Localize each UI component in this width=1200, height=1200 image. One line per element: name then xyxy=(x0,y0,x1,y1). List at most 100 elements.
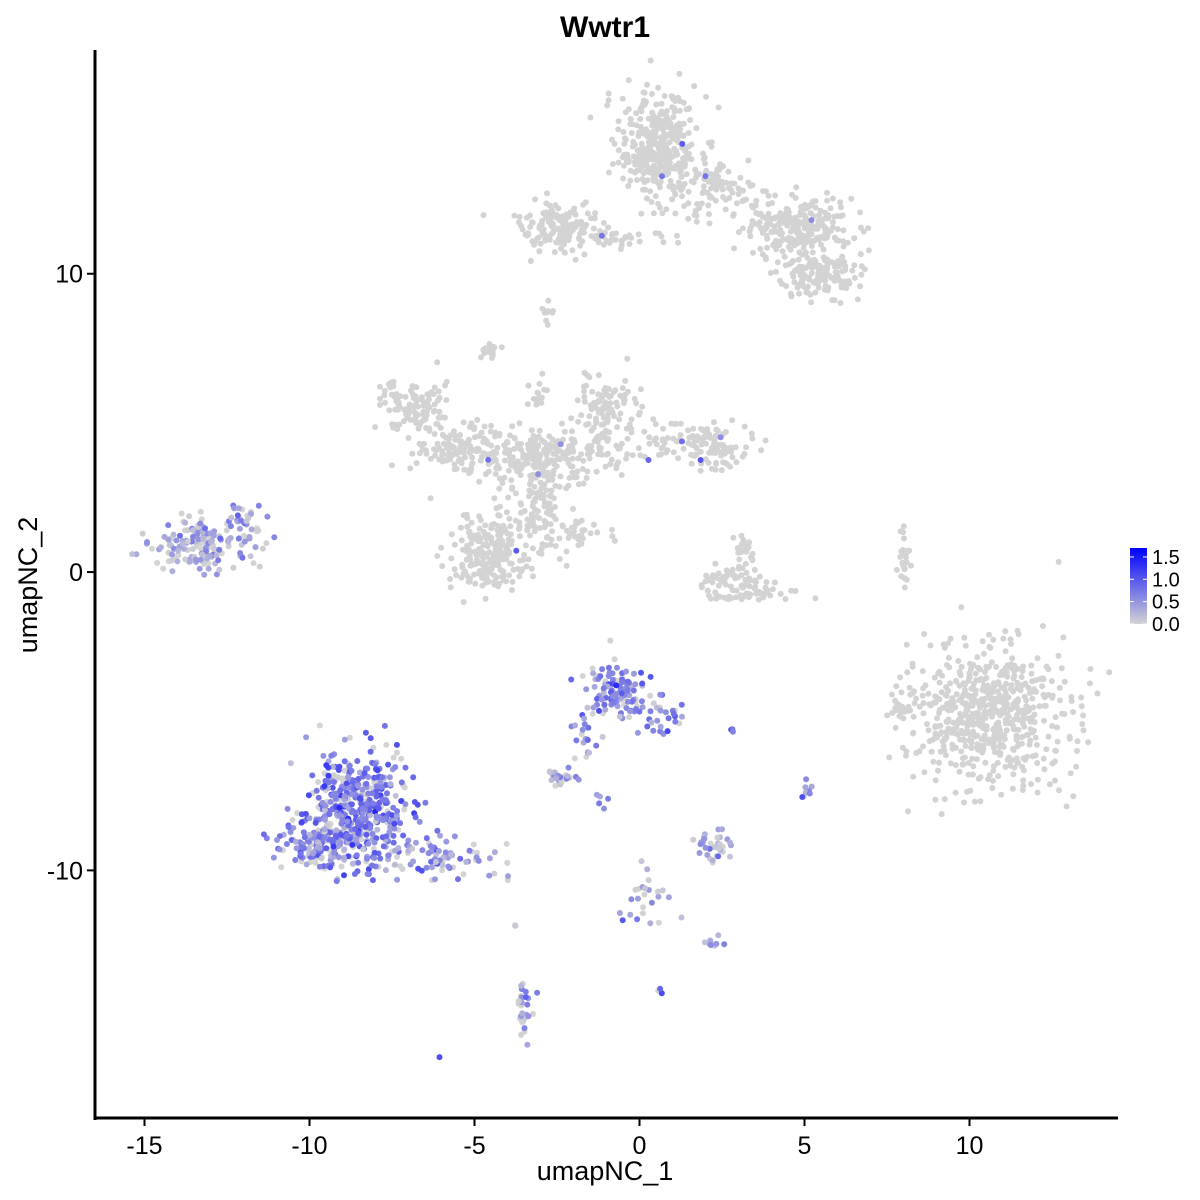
cell-point xyxy=(785,219,792,226)
cell-point xyxy=(911,700,918,707)
cell-point xyxy=(255,502,262,509)
cell-point xyxy=(906,547,913,554)
cell-point xyxy=(1032,734,1039,741)
cell-point xyxy=(380,817,386,824)
cell-point xyxy=(940,743,947,750)
cell-point xyxy=(569,428,575,435)
cell-point xyxy=(543,451,550,458)
cell-point xyxy=(892,724,899,731)
cell-point xyxy=(632,169,638,176)
cell-point xyxy=(494,558,501,565)
cell-point xyxy=(581,369,588,376)
cell-point xyxy=(496,485,503,492)
cell-point xyxy=(936,668,943,675)
cell-point xyxy=(619,95,626,102)
cell-point xyxy=(293,845,300,852)
cell-point xyxy=(833,269,840,276)
cell-point xyxy=(325,772,332,779)
cell-point xyxy=(386,774,393,781)
cell-point xyxy=(611,699,617,706)
cell-point xyxy=(632,681,639,688)
cell-point xyxy=(638,164,645,170)
cell-point xyxy=(668,93,675,100)
cell-point xyxy=(665,715,672,722)
cell-point xyxy=(527,532,533,539)
cell-point xyxy=(640,97,647,104)
cell-point xyxy=(585,420,592,427)
cell-point xyxy=(588,406,595,413)
cell-point xyxy=(348,767,355,774)
cell-point xyxy=(945,654,952,661)
cell-point xyxy=(423,864,430,871)
cell-point xyxy=(460,871,467,878)
cell-point xyxy=(439,867,446,874)
cell-point xyxy=(472,580,479,587)
cell-point xyxy=(346,762,353,769)
cell-point xyxy=(648,199,655,205)
cell-point xyxy=(475,551,482,558)
cell-point xyxy=(338,863,345,870)
cell-point xyxy=(481,350,488,357)
cell-point xyxy=(494,522,501,529)
cell-point xyxy=(700,427,707,434)
cell-point xyxy=(601,701,608,708)
cell-point xyxy=(321,807,328,813)
cell-point xyxy=(284,805,291,812)
cell-point xyxy=(524,1001,531,1008)
cell-point xyxy=(848,195,855,202)
cell-point xyxy=(602,385,609,391)
cell-point xyxy=(182,556,189,563)
cell-point xyxy=(586,749,593,756)
cell-point xyxy=(297,850,304,857)
cell-point xyxy=(383,833,390,840)
cell-point xyxy=(593,468,600,475)
cell-point xyxy=(823,268,830,275)
cell-point xyxy=(460,512,467,519)
cell-point xyxy=(616,713,623,720)
cell-point xyxy=(635,129,642,136)
cell-point xyxy=(1033,741,1040,748)
cell-point xyxy=(431,384,438,391)
cell-point xyxy=(909,663,916,670)
cell-point xyxy=(544,469,551,476)
cell-point xyxy=(609,526,615,533)
cell-point xyxy=(263,540,270,547)
cell-point xyxy=(995,773,1002,780)
cell-point xyxy=(767,270,774,276)
cell-point xyxy=(700,435,706,442)
cell-point xyxy=(958,748,965,755)
cell-point xyxy=(685,130,692,136)
cell-point xyxy=(419,847,426,854)
cell-point xyxy=(351,871,358,877)
cell-point xyxy=(600,406,607,413)
cell-point xyxy=(1054,724,1060,731)
cell-point xyxy=(822,209,829,216)
cell-point xyxy=(436,408,443,415)
cell-point xyxy=(632,886,639,893)
cell-point xyxy=(596,707,602,714)
cell-point xyxy=(970,693,976,700)
cell-point xyxy=(615,118,622,125)
cell-point xyxy=(715,179,722,186)
cell-point xyxy=(932,777,939,784)
cell-point xyxy=(655,893,662,900)
cell-point xyxy=(653,441,660,448)
cell-point xyxy=(1061,711,1068,717)
cell-point xyxy=(534,989,541,996)
cell-point xyxy=(683,171,690,178)
cell-point xyxy=(688,178,695,185)
cell-point xyxy=(630,153,637,160)
cell-point xyxy=(851,235,858,242)
cell-point xyxy=(359,786,366,793)
cell-point xyxy=(769,586,776,593)
legend-label: 1.0 xyxy=(1152,569,1180,591)
cell-point xyxy=(216,566,223,573)
cell-point xyxy=(954,731,961,738)
cell-point xyxy=(635,445,642,452)
cell-point xyxy=(623,151,630,158)
cell-point xyxy=(359,805,366,812)
cell-point xyxy=(165,522,172,529)
cell-point xyxy=(656,164,663,171)
cell-point xyxy=(478,568,485,575)
cell-point xyxy=(904,669,911,676)
